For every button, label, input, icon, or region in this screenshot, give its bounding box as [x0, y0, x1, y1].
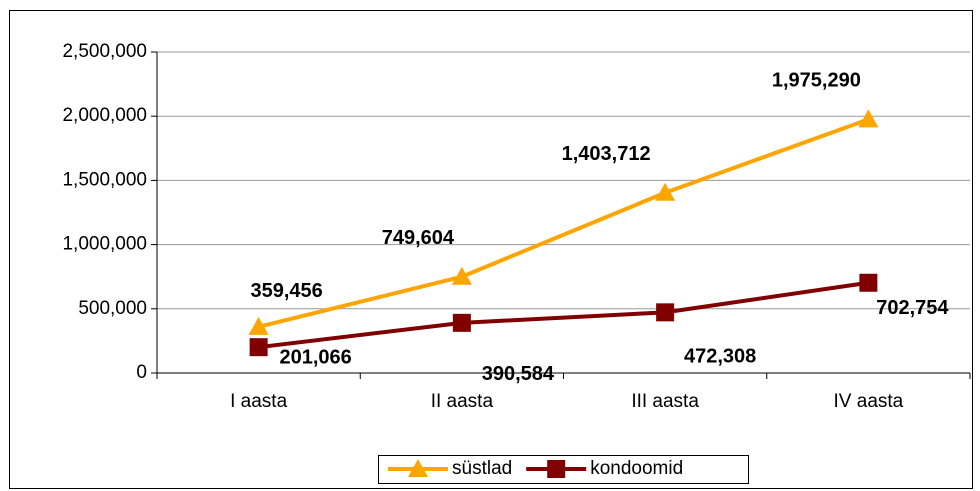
marker	[452, 313, 471, 332]
y-tick-label: 0	[136, 362, 147, 383]
marker	[858, 109, 879, 128]
value-label: 702,754	[876, 297, 949, 319]
y-tick-label: 500,000	[78, 298, 147, 319]
x-tick-label: II aasta	[431, 391, 494, 412]
y-tick-label: 1,500,000	[62, 169, 147, 190]
marker	[249, 338, 268, 357]
value-label: 749,604	[382, 227, 455, 249]
legend-label: süstlad	[452, 458, 512, 479]
y-tick-label: 1,000,000	[62, 234, 147, 255]
legend-marker	[408, 459, 428, 477]
y-tick-label: 2,500,000	[62, 41, 147, 62]
value-label: 201,066	[279, 346, 351, 368]
legend-label: kondoomid	[590, 458, 683, 479]
marker	[656, 303, 675, 322]
value-label: 390,584	[482, 363, 555, 385]
x-tick-label: III aasta	[631, 391, 699, 412]
x-tick-label: IV aasta	[834, 391, 904, 412]
x-tick-label: I aasta	[230, 391, 287, 412]
value-label: 1,403,712	[562, 143, 651, 165]
series-line	[258, 117, 870, 329]
y-tick-label: 2,000,000	[62, 105, 147, 126]
marker	[451, 266, 472, 285]
chart-frame	[9, 10, 973, 489]
legend-marker	[547, 460, 566, 478]
value-label: 359,456	[250, 280, 322, 302]
marker	[859, 273, 878, 292]
value-label: 1,975,290	[772, 70, 861, 92]
marker	[248, 316, 269, 335]
marker	[655, 182, 676, 201]
series-line	[258, 280, 869, 350]
value-label: 472,308	[684, 346, 756, 368]
